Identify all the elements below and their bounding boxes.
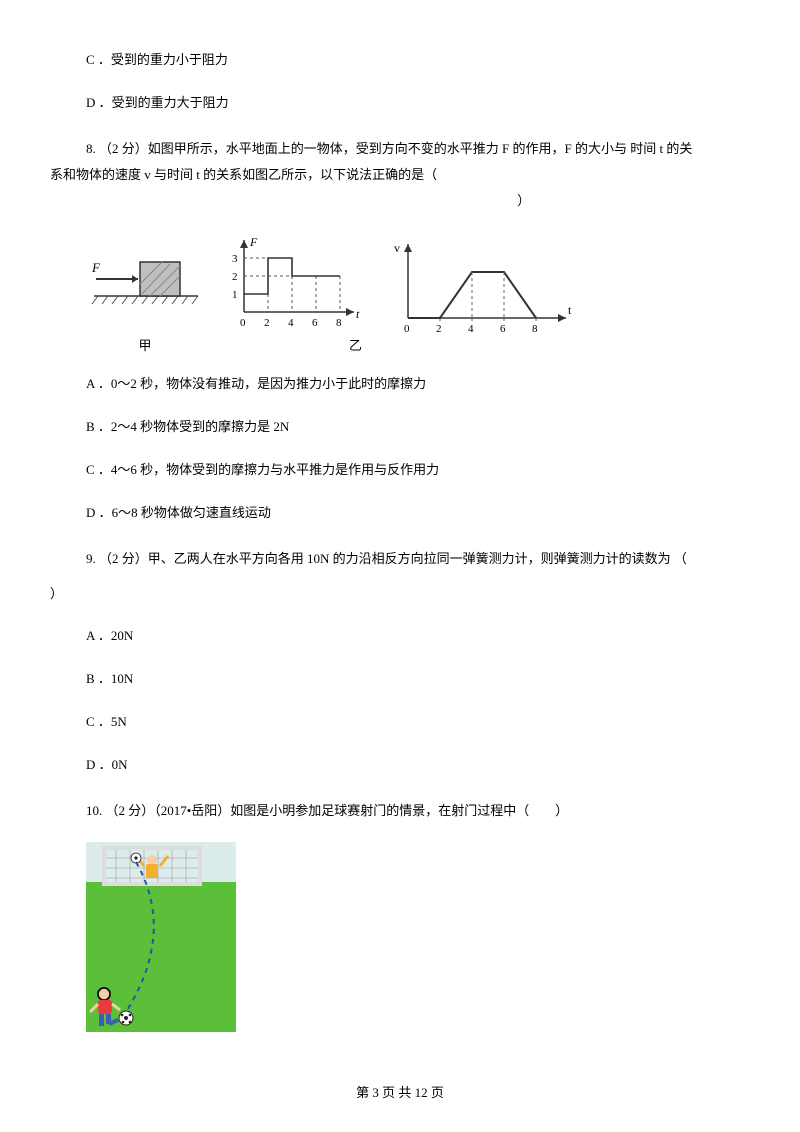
q7-option-c: C ．受到的重力小于阻力 — [50, 50, 750, 71]
q10-image — [86, 842, 750, 1032]
q8-graph-label: 乙 — [218, 336, 368, 357]
q8-stem-line2: 系和物体的速度 v 与时间 t 的关系如图乙所示，以下说法正确的是（ — [50, 167, 437, 182]
q8-figures: F 甲 F t 1 2 3 0 2 4 6 8 — [90, 232, 750, 357]
page-footer: 第 3 页 共 12 页 — [50, 1083, 750, 1104]
q8-stem-line1: 8. （2 分）如图甲所示，水平地面上的一物体，受到方向不变的水平推力 F 的作… — [86, 141, 692, 156]
q9-stem: 9. （2 分）甲、乙两人在水平方向各用 10N 的力沿相反方向拉同一弹簧测力计… — [50, 546, 750, 572]
svg-text:3: 3 — [232, 253, 238, 265]
q9-option-c: C ．5N — [50, 712, 750, 733]
svg-text:2: 2 — [436, 323, 442, 335]
q8-option-b: B ．2～4 秒物体受到的摩擦力是 2N — [50, 417, 750, 438]
q8-f-graph: F t 1 2 3 0 2 4 6 8 — [218, 232, 368, 357]
svg-text:2: 2 — [264, 317, 270, 329]
q8-stem: 8. （2 分）如图甲所示，水平地面上的一物体，受到方向不变的水平推力 F 的作… — [50, 136, 750, 214]
svg-text:1: 1 — [232, 289, 238, 301]
q8-option-c: C ．4～6 秒，物体受到的摩擦力与水平推力是作用与反作用力 — [50, 460, 750, 481]
svg-text:0: 0 — [240, 317, 246, 329]
svg-text:t: t — [356, 307, 360, 321]
q8-option-a: A ．0～2 秒，物体没有推动，是因为推力小于此时的摩擦力 — [50, 374, 750, 395]
q9-paren-close: ） — [50, 584, 750, 605]
q9-stem-text: 9. （2 分）甲、乙两人在水平方向各用 10N 的力沿相反方向拉同一弹簧测力计… — [86, 551, 687, 566]
svg-text:v: v — [394, 241, 400, 255]
q8-block-label: 甲 — [90, 336, 200, 357]
q9-option-b: B ．10N — [50, 669, 750, 690]
svg-text:F: F — [91, 260, 101, 275]
q8-block-diagram: F 甲 — [90, 244, 200, 357]
svg-text:4: 4 — [468, 323, 474, 335]
q8-paren-close: ） — [517, 193, 530, 208]
q9-option-d: D ．0N — [50, 755, 750, 776]
svg-text:6: 6 — [312, 317, 318, 329]
q10-stem: 10. （2 分）（2017•岳阳）如图是小明参加足球赛射门的情景，在射门过程中… — [50, 798, 750, 824]
svg-text:6: 6 — [500, 323, 506, 335]
svg-text:8: 8 — [336, 317, 342, 329]
svg-text:8: 8 — [532, 323, 538, 335]
svg-text:0: 0 — [404, 323, 410, 335]
svg-text:F: F — [249, 235, 258, 249]
svg-text:t: t — [568, 303, 572, 317]
q8-v-graph: v t 0 2 4 6 8 — [386, 236, 576, 356]
svg-text:2: 2 — [232, 271, 238, 283]
q7-option-d: D ．受到的重力大于阻力 — [50, 93, 750, 114]
q9-option-a: A ．20N — [50, 626, 750, 647]
q8-option-d: D ．6～8 秒物体做匀速直线运动 — [50, 503, 750, 524]
svg-text:4: 4 — [288, 317, 294, 329]
